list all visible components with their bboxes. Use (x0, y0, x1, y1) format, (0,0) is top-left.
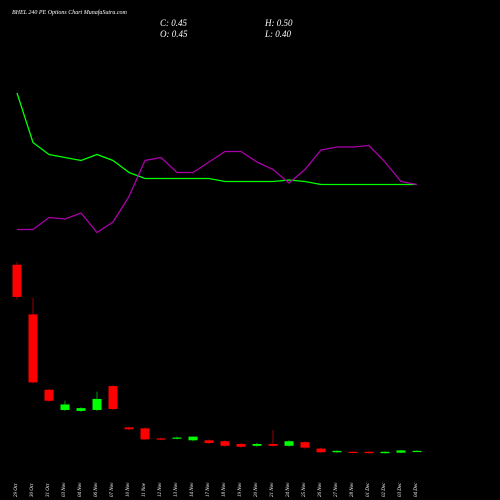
indicator-line (16, 92, 417, 186)
x-tick-label: 02 Dec (382, 482, 387, 497)
x-tick-label: 28 Nov (350, 482, 355, 497)
candle-body (108, 386, 118, 410)
candle-body (188, 436, 198, 441)
x-tick-label: 19 Nov (238, 482, 243, 497)
x-tick-label: 12 Nov (158, 482, 163, 497)
x-tick-label: 21 Nov (270, 482, 275, 497)
x-tick-label: 24 Nov (286, 482, 291, 497)
candle-body (28, 314, 38, 383)
candle-body (396, 450, 406, 453)
candle-body (156, 438, 166, 440)
candle-body (76, 408, 86, 411)
candle-body (12, 264, 22, 297)
candle-body (412, 450, 422, 453)
candle-body (348, 451, 358, 453)
candle-body (268, 443, 278, 446)
candle-body (60, 404, 70, 410)
x-tick-label: 01 Dec (366, 482, 371, 497)
candle-body (300, 442, 310, 448)
x-tick-label: 03 Nov (62, 482, 67, 497)
x-tick-label: 11 Nov (142, 482, 147, 497)
x-tick-label: 04 Dec (414, 482, 419, 497)
chart-title: BHEL 240 PE Options Chart MunafaSutra.co… (12, 9, 128, 16)
candle-body (220, 441, 230, 446)
close-label: C: 0.45 (160, 18, 188, 28)
low-label: L: 0.40 (264, 29, 292, 39)
x-tick-label: 03 Dec (398, 482, 403, 497)
x-tick-label: 04 Nov (78, 482, 83, 497)
x-tick-label: 30 Oct (30, 483, 35, 497)
x-tick-label: 17 Nov (206, 482, 211, 497)
candle-body (284, 441, 294, 446)
x-tick-label: 10 Nov (126, 482, 131, 497)
x-tick-label: 20 Nov (254, 482, 259, 497)
candle-body (316, 448, 326, 453)
candle-body (44, 389, 54, 401)
x-tick-label: 25 Nov (302, 482, 307, 497)
candle-body (364, 451, 374, 454)
candle-body (236, 443, 246, 447)
candle-body (204, 440, 214, 444)
x-tick-label: 26 Nov (318, 482, 323, 497)
candle-body (172, 437, 182, 439)
x-tick-label: 31 Oct (46, 483, 51, 497)
x-tick-label: 29 Oct (14, 483, 19, 497)
candle-body (332, 450, 342, 453)
candle-body (140, 428, 150, 440)
candle-body (380, 451, 390, 454)
candle-body (92, 398, 102, 410)
x-tick-label: 07 Nov (110, 482, 115, 497)
open-label: O: 0.45 (160, 29, 188, 39)
x-tick-label: 13 Nov (174, 482, 179, 497)
candle-body (124, 427, 134, 430)
high-label: H: 0.50 (264, 18, 293, 28)
x-tick-label: 18 Nov (222, 482, 227, 497)
candle-body (252, 443, 262, 446)
indicator-line (17, 144, 418, 234)
x-tick-label: 14 Nov (190, 482, 195, 497)
x-tick-label: 27 Nov (334, 482, 339, 497)
x-tick-label: 06 Nov (94, 482, 99, 497)
